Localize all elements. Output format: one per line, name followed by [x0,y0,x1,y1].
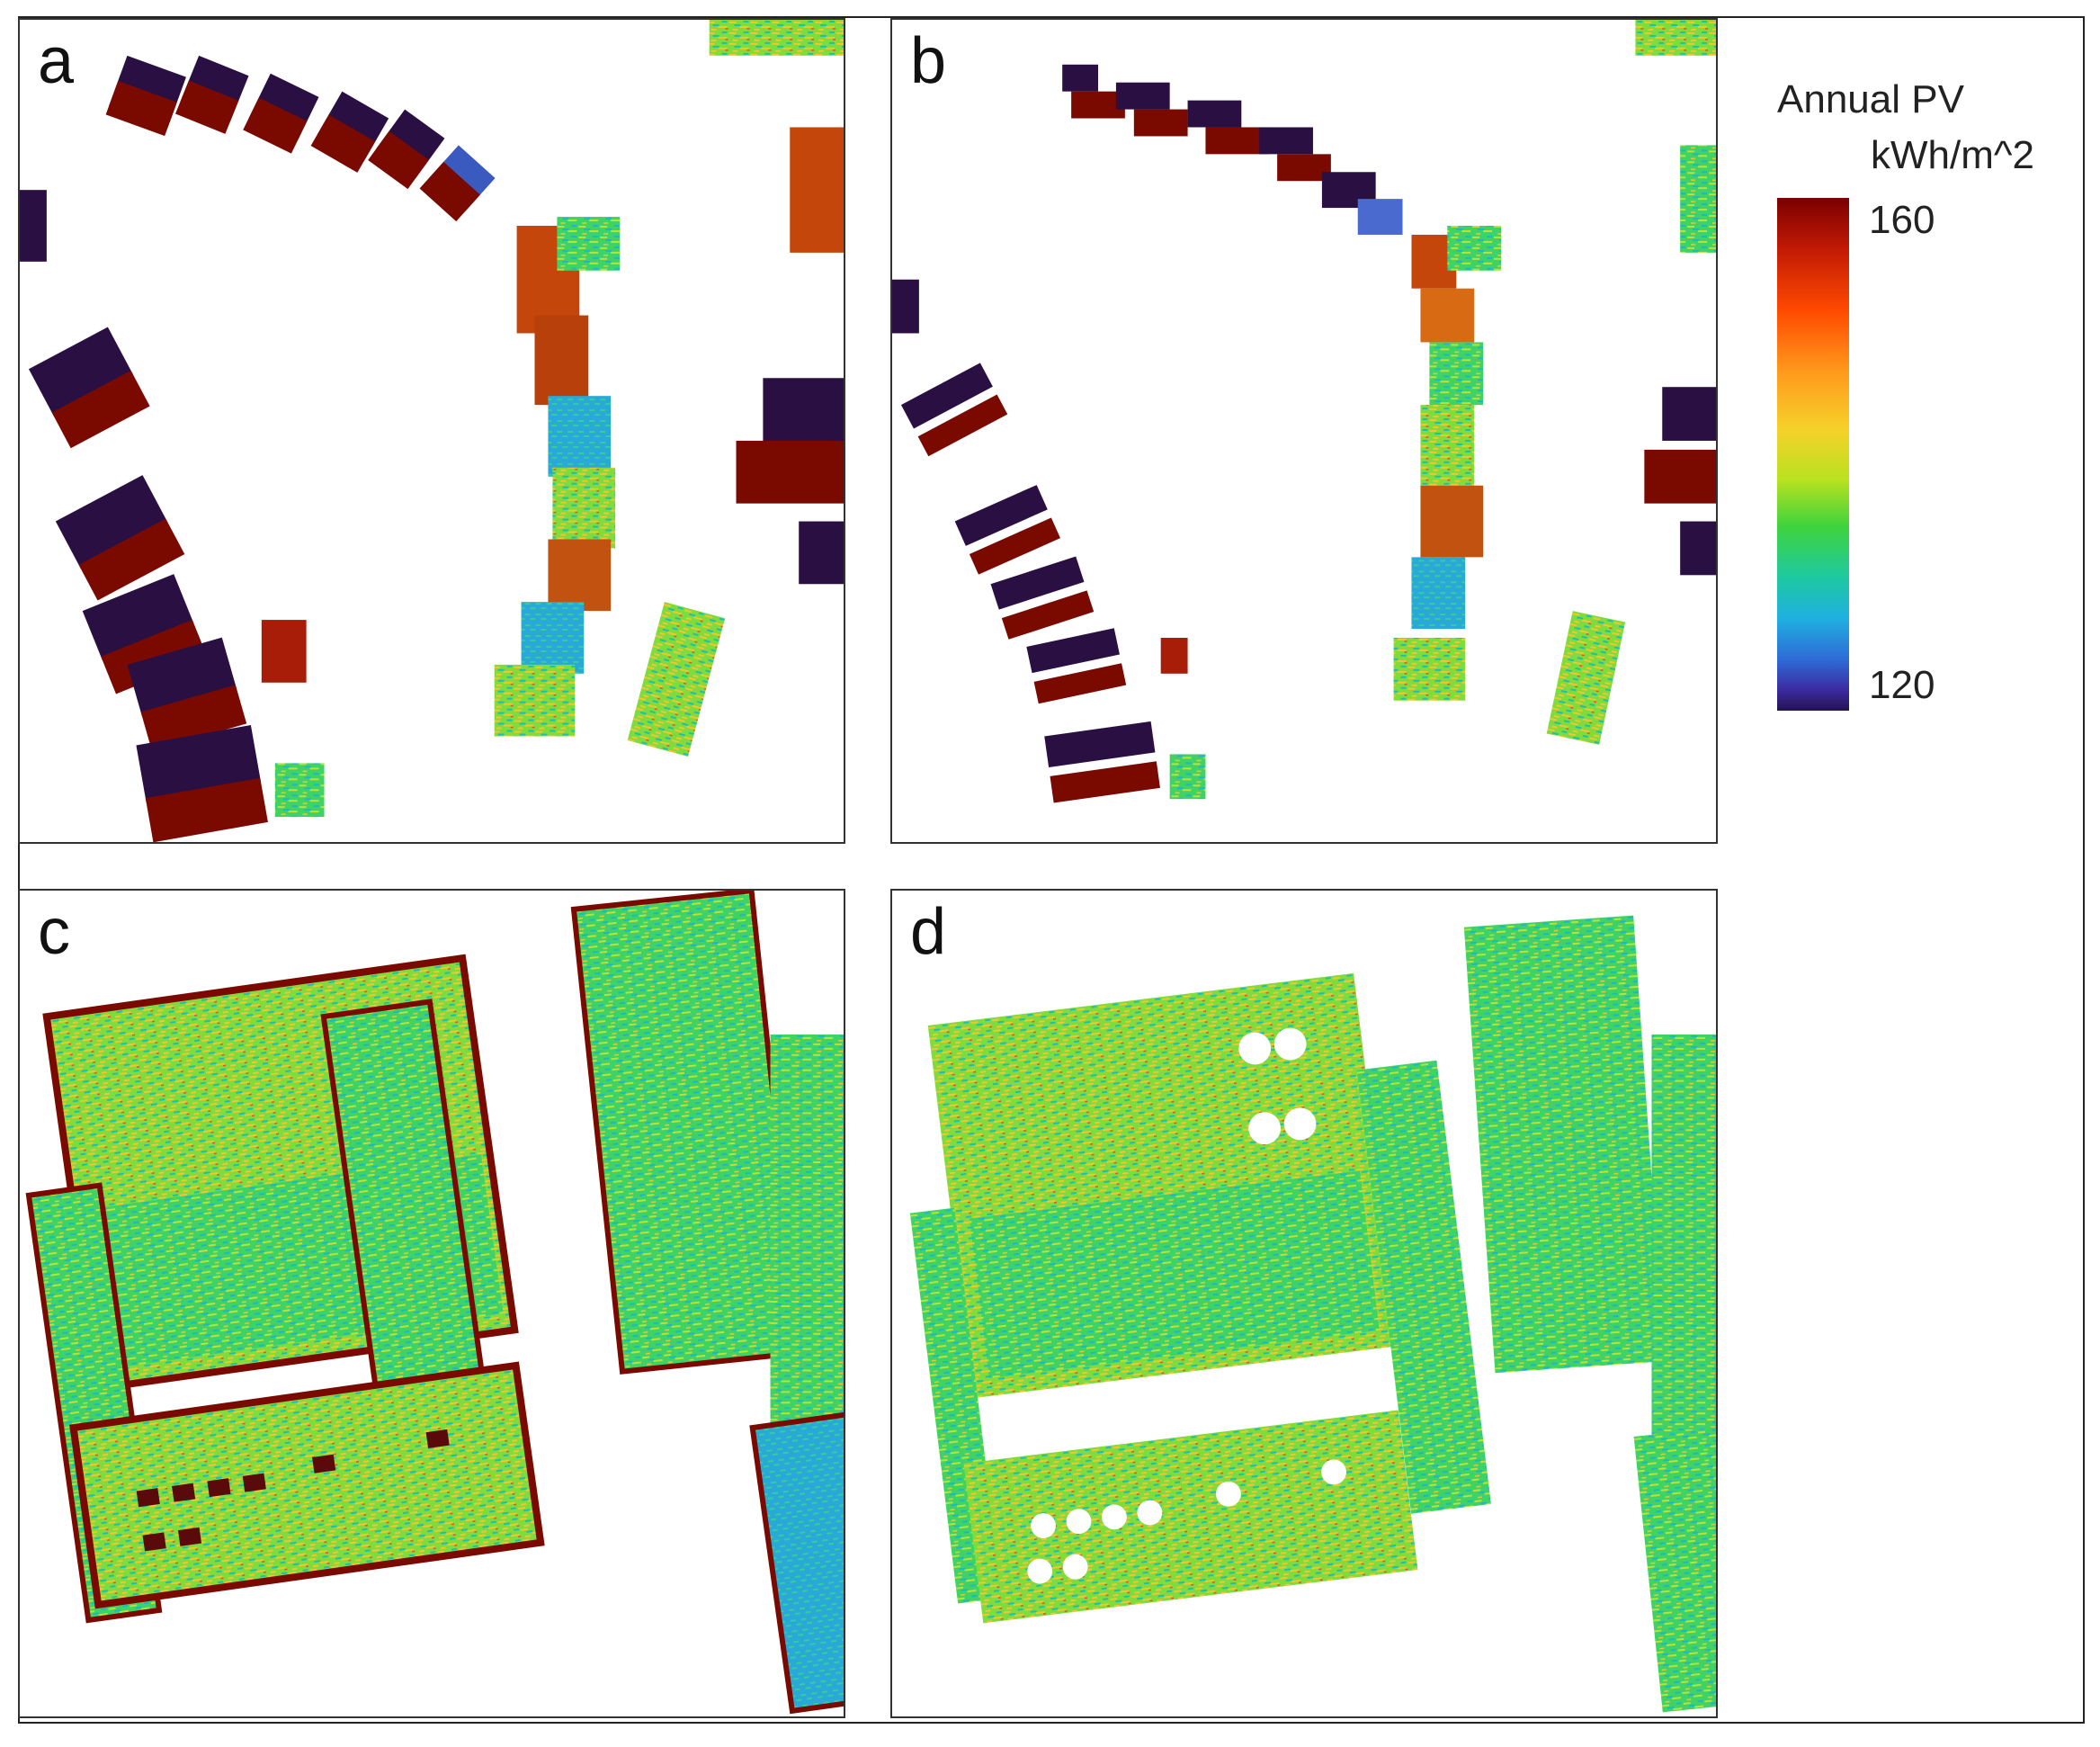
right-roofs [627,20,844,757]
right-roofs-masked [1546,20,1716,745]
panel-label-b: b [910,25,947,97]
large-building-roofs [25,891,844,1715]
left-roofs-masked [892,279,1206,803]
curved-row-roofs [105,55,621,737]
panel-d-map [909,915,1716,1713]
panel-d: d [890,889,1718,1718]
legend-max-label: 160 [1869,198,1935,242]
panel-c-map [25,891,844,1715]
panel-a-map [20,20,844,842]
panel-label-d: d [910,896,947,968]
curved-row-roofs-masked [1062,64,1502,701]
figure-frame [18,16,2085,1724]
panel-a: a [18,18,845,844]
panel-label-a: a [38,25,75,97]
panel-c: c [18,889,845,1718]
colorbar [1777,198,1849,711]
panel-b: b [890,18,1718,844]
panel-b-map [892,20,1716,803]
panel-label-c: c [38,896,70,968]
legend-min-label: 120 [1869,663,1935,707]
large-building-roofs-masked [909,915,1716,1713]
legend-title: Annual PV [1777,77,1964,121]
legend-unit: kWh/m^2 [1871,133,2034,177]
left-roofs [20,190,325,842]
